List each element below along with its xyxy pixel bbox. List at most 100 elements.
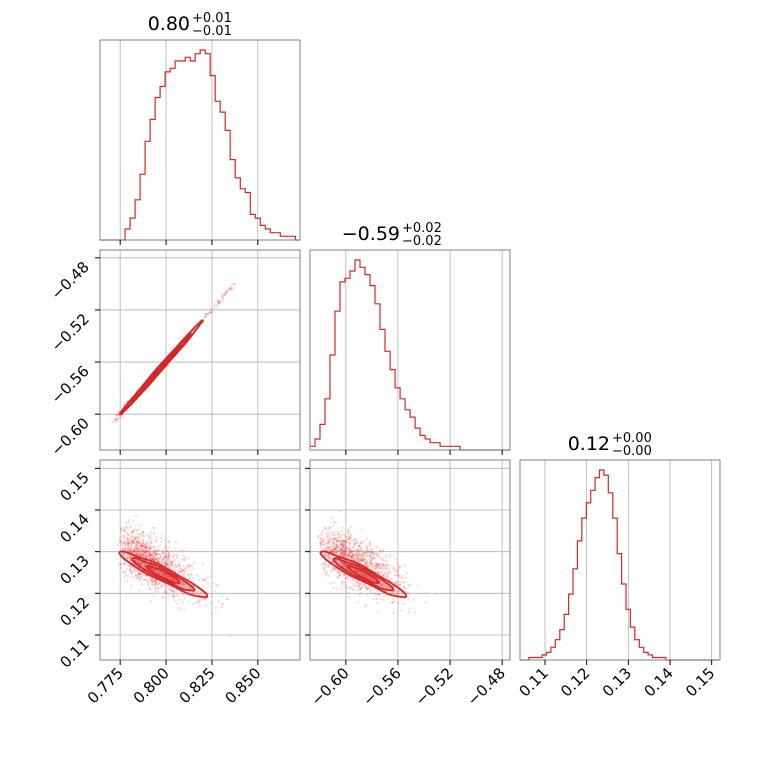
sample-point — [116, 543, 119, 546]
sample-point — [381, 563, 384, 566]
sample-point — [124, 407, 127, 410]
sample-point — [362, 555, 365, 558]
sample-point — [136, 553, 139, 556]
sample-point — [348, 550, 351, 553]
sample-point — [353, 545, 356, 548]
sample-point — [384, 579, 387, 582]
sample-point — [123, 404, 126, 407]
sample-point — [182, 594, 185, 597]
sample-point — [402, 574, 405, 577]
sample-point — [130, 565, 133, 568]
sample-point — [126, 537, 129, 540]
sample-point — [382, 568, 385, 571]
sample-point — [162, 558, 165, 561]
sample-point — [127, 403, 130, 406]
sample-point — [167, 575, 170, 578]
sample-point — [145, 553, 148, 556]
sample-point — [347, 553, 350, 556]
sample-point — [130, 536, 133, 539]
sample-point — [145, 573, 148, 576]
sample-point — [381, 563, 384, 566]
sample-point — [378, 572, 381, 575]
sample-point — [327, 554, 330, 557]
ticks-layer — [95, 240, 713, 665]
sample-point — [181, 558, 184, 561]
sample-point — [372, 558, 375, 561]
sample-point — [129, 584, 132, 587]
sample-point — [349, 555, 352, 558]
sample-point — [127, 402, 130, 405]
sample-point — [164, 538, 167, 541]
sample-point — [146, 550, 149, 553]
sample-point — [392, 611, 395, 614]
sample-point — [164, 565, 167, 568]
sample-point — [226, 598, 229, 601]
sample-point — [335, 544, 338, 547]
sample-point — [348, 554, 351, 557]
sample-point — [154, 550, 157, 553]
sample-point — [327, 564, 330, 567]
sample-point — [367, 575, 370, 578]
y-tick-label: −0.52 — [48, 310, 93, 355]
sample-point — [357, 545, 360, 548]
sample-point — [228, 287, 231, 290]
sample-point — [120, 564, 123, 567]
sample-point — [368, 545, 371, 548]
sample-point — [332, 567, 335, 570]
sample-point — [360, 549, 363, 552]
sample-point — [370, 562, 373, 565]
sample-point — [335, 548, 338, 551]
sample-point — [190, 573, 193, 576]
sample-point — [161, 573, 164, 576]
sample-point — [132, 540, 135, 543]
sample-point — [121, 540, 124, 543]
sample-point — [208, 585, 211, 588]
sample-point — [358, 558, 361, 561]
sample-point — [155, 584, 158, 587]
panel-frame-0-0 — [99, 39, 301, 241]
sample-point — [376, 584, 379, 587]
sample-point — [366, 551, 369, 554]
sample-point — [174, 563, 177, 566]
sample-point — [329, 549, 332, 552]
sample-point — [403, 590, 406, 593]
sample-point — [394, 570, 397, 573]
sample-point — [128, 542, 131, 545]
sample-point — [340, 584, 343, 587]
sample-point — [216, 299, 219, 302]
sample-point — [391, 601, 394, 604]
sample-point — [137, 548, 140, 551]
sample-point — [138, 553, 141, 556]
sample-point — [336, 546, 339, 549]
sample-point — [168, 554, 171, 557]
sample-point — [157, 572, 160, 575]
sample-point — [338, 573, 341, 576]
sample-point — [319, 540, 322, 543]
sample-point — [356, 569, 359, 572]
sample-point — [363, 604, 366, 607]
sample-point — [185, 593, 188, 596]
contour-pair-1-level-0 — [118, 550, 209, 599]
histogram-2 — [520, 469, 719, 661]
sample-point — [367, 575, 370, 578]
sample-point — [345, 540, 348, 543]
sample-point — [129, 401, 132, 404]
sample-point — [332, 550, 335, 553]
sample-point — [170, 560, 173, 563]
sample-point — [330, 551, 333, 554]
sample-point — [379, 573, 382, 576]
sample-point — [141, 545, 144, 548]
sample-point — [152, 556, 155, 559]
sample-point — [369, 589, 372, 592]
sample-point — [359, 559, 362, 562]
sample-point — [340, 561, 343, 564]
sample-point — [151, 581, 154, 584]
sample-point — [232, 282, 235, 285]
sample-point — [393, 567, 396, 570]
sample-point — [131, 575, 134, 578]
sample-point — [151, 568, 154, 571]
sample-point — [120, 529, 123, 532]
sample-point — [125, 406, 128, 409]
sample-point — [141, 572, 144, 575]
sample-point — [130, 555, 133, 558]
